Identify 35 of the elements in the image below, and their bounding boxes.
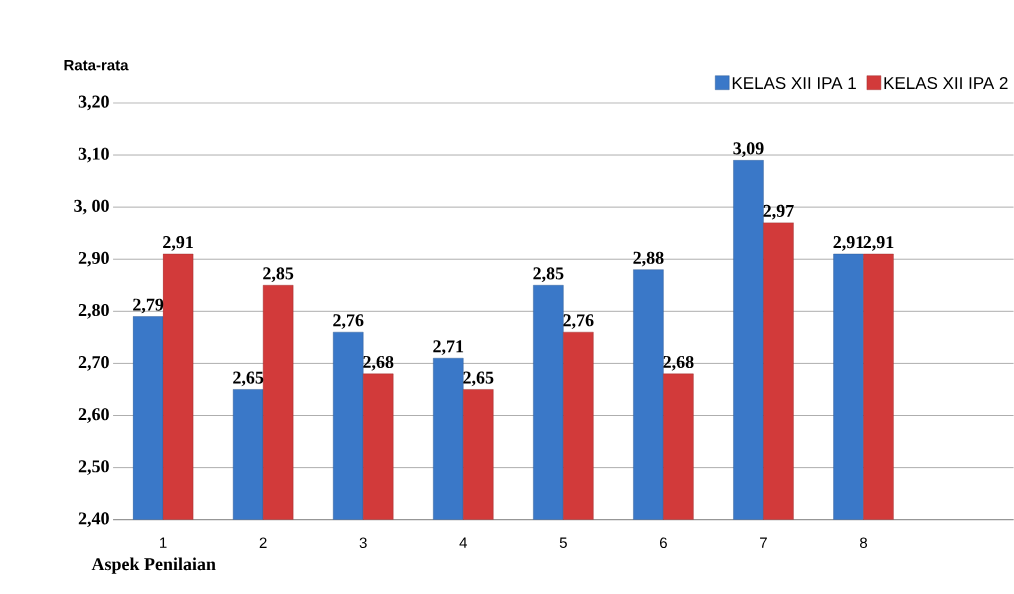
y-tick-label: 3,20	[78, 95, 109, 111]
data-label: 3,09	[733, 142, 764, 158]
y-tick-label: 2,80	[78, 304, 109, 319]
data-label: 2,85	[533, 267, 564, 283]
x-tick-label: 4	[459, 537, 468, 548]
data-label: 2,91	[863, 236, 894, 251]
data-label: 2,68	[363, 356, 394, 371]
y-tick-label: 3, 00	[74, 199, 109, 215]
y-axis-title: Rata-rata	[64, 60, 129, 71]
data-label: 2,97	[763, 205, 794, 220]
x-tick-label: 8	[860, 537, 868, 549]
y-tick-label: 2,70	[78, 356, 109, 371]
data-label: 2,76	[563, 314, 594, 330]
x-tick-label: 7	[760, 537, 767, 548]
x-tick-label: 1	[160, 537, 167, 548]
data-label: 2,91	[163, 236, 193, 251]
data-label: 2,68	[663, 356, 694, 371]
y-tick-label: 2,60	[78, 408, 109, 424]
data-label: 2,71	[433, 340, 464, 356]
legend-label: KELAS XII IPA 1	[732, 77, 856, 90]
y-tick-label: 3,10	[78, 147, 109, 163]
data-label: 2,91	[833, 236, 864, 251]
y-tick-label: 2,50	[78, 460, 109, 476]
data-label: 2,65	[463, 371, 494, 387]
y-tick-label: 2,90	[78, 252, 109, 267]
x-tick-label: 6	[660, 537, 667, 549]
data-label: 2,85	[263, 267, 294, 283]
data-label: 2,76	[333, 314, 364, 330]
x-axis-title: Aspek Penilaian	[91, 557, 216, 575]
data-label: 2,88	[633, 251, 664, 267]
legend-label: KELAS XII IPA 2	[884, 77, 1008, 90]
y-tick-label: 2,40	[78, 512, 109, 528]
x-tick-label: 5	[559, 537, 567, 549]
x-tick-label: 2	[259, 537, 267, 549]
x-tick-label: 3	[359, 537, 367, 549]
